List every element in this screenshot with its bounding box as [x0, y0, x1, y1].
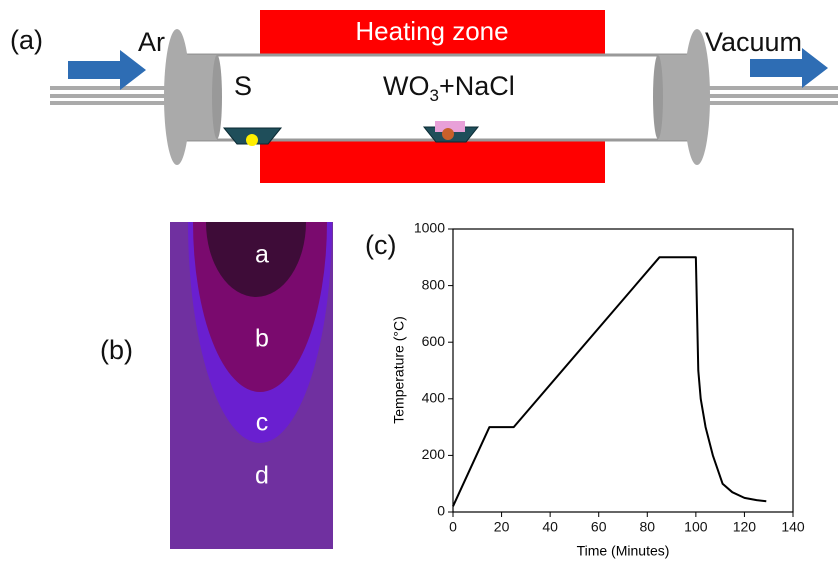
outlet-arrow — [750, 48, 828, 88]
flange — [164, 29, 190, 165]
formula: +NaCl — [439, 71, 515, 101]
panel-label: (b) — [100, 335, 133, 365]
heater-bottom — [260, 140, 605, 183]
flange — [684, 29, 710, 165]
y-tick-label: 0 — [437, 503, 445, 519]
flange-inner — [653, 55, 663, 139]
plot-frame — [452, 228, 794, 513]
heater-top — [260, 10, 605, 55]
gas-label: Ar — [138, 27, 165, 57]
panel-label: (c) — [365, 230, 396, 260]
substrate — [435, 121, 465, 132]
formula: WO — [383, 71, 430, 101]
subscript: 3 — [430, 86, 439, 105]
x-tick-label: 20 — [494, 519, 510, 535]
y-tick-label: 200 — [422, 446, 446, 462]
x-tick-label: 140 — [781, 519, 805, 535]
region-a — [206, 222, 306, 297]
panel-b: (b) a b c d — [100, 222, 333, 549]
inlet-arrow — [68, 50, 146, 90]
x-axis-label: Time (Minutes) — [577, 543, 670, 559]
sulfur — [246, 134, 258, 146]
precursor-powder — [442, 128, 454, 140]
heating-zone-label: Heating zone — [355, 16, 508, 46]
y-tick-label: 600 — [422, 333, 446, 349]
y-axis-label: Temperature (°C) — [391, 316, 407, 424]
panel-c: (c) Time (Minutes) Temperature (°C) 0 20 4… — [365, 220, 805, 559]
source-label: S — [234, 71, 252, 101]
flange-inner — [212, 55, 222, 139]
x-tick-label: 100 — [684, 519, 708, 535]
x-tick-label: 40 — [542, 519, 558, 535]
pipes — [50, 86, 838, 105]
x-tick-label: 80 — [639, 519, 655, 535]
x-tick-label: 60 — [591, 519, 607, 535]
y-tick-label: 1000 — [414, 220, 445, 236]
panel-a: (a) Heating zone Ar Vacuum S WO3+NaCl — [10, 10, 838, 183]
y-tick-label: 400 — [422, 390, 446, 406]
data-line — [452, 256, 767, 507]
region-label: b — [255, 325, 269, 353]
vacuum-label: Vacuum — [705, 27, 802, 57]
y-tick-label: 800 — [422, 276, 446, 292]
region-label: a — [255, 241, 269, 269]
region-label: c — [256, 409, 269, 437]
region-label: d — [255, 462, 269, 490]
x-tick-label: 0 — [449, 519, 457, 535]
precursor-label: WO3+NaCl — [383, 71, 515, 105]
panel-label: (a) — [10, 25, 43, 55]
x-tick-label: 120 — [733, 519, 757, 535]
